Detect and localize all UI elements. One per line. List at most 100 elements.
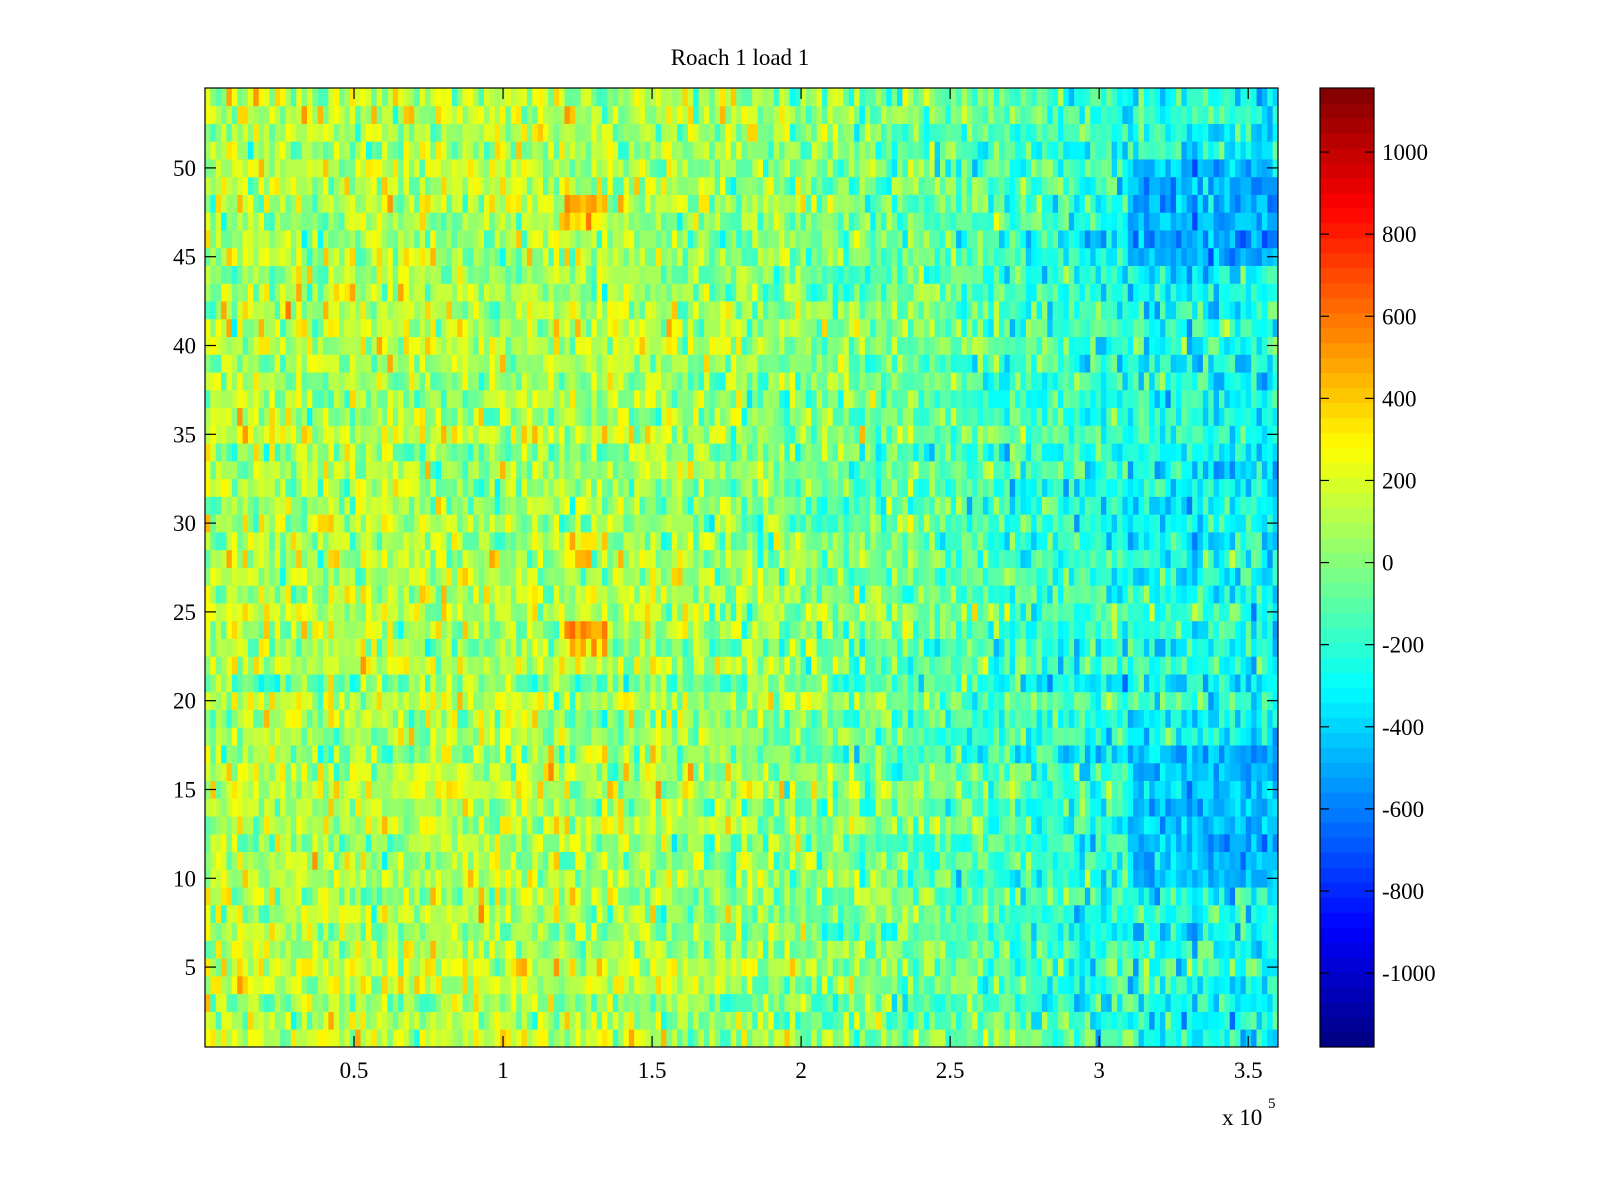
heatmap-cell bbox=[789, 709, 796, 728]
heatmap-cell bbox=[1181, 958, 1188, 977]
heatmap-cell bbox=[1133, 709, 1139, 728]
heatmap-cell bbox=[843, 691, 850, 710]
heatmap-cell bbox=[237, 603, 243, 622]
heatmap-cell bbox=[714, 904, 721, 924]
heatmap-cell bbox=[494, 798, 501, 817]
heatmap-cell bbox=[993, 798, 1000, 817]
heatmap-cell bbox=[478, 940, 485, 959]
heatmap-cell bbox=[215, 869, 222, 888]
heatmap-cell bbox=[848, 851, 855, 870]
heatmap-cell bbox=[961, 638, 968, 657]
heatmap-cell bbox=[1138, 727, 1145, 746]
heatmap-cell bbox=[301, 940, 308, 959]
heatmap-cell bbox=[1047, 691, 1054, 710]
heatmap-cell bbox=[816, 762, 823, 782]
heatmap-cell bbox=[317, 993, 324, 1012]
heatmap-cell bbox=[591, 904, 598, 924]
heatmap-cell bbox=[403, 869, 410, 888]
heatmap-cell bbox=[532, 975, 539, 995]
heatmap-cell bbox=[693, 709, 699, 728]
heatmap-cell bbox=[424, 798, 431, 817]
heatmap-cell bbox=[1015, 762, 1021, 782]
heatmap-cell bbox=[714, 993, 721, 1012]
heatmap-cell bbox=[548, 638, 555, 657]
heatmap-cell bbox=[446, 975, 453, 995]
heatmap-cell bbox=[1159, 674, 1166, 693]
heatmap-cell bbox=[483, 638, 490, 657]
heatmap-cell bbox=[1208, 638, 1215, 657]
heatmap-cell bbox=[1218, 940, 1225, 959]
heatmap-cell bbox=[805, 922, 812, 941]
heatmap-cell bbox=[1031, 603, 1037, 622]
heatmap-cell bbox=[210, 709, 217, 728]
heatmap-cell bbox=[355, 975, 361, 995]
heatmap-cell bbox=[457, 656, 463, 675]
heatmap-cell bbox=[993, 780, 1000, 799]
heatmap-cell bbox=[328, 620, 335, 639]
heatmap-cell bbox=[441, 816, 447, 835]
heatmap-cell bbox=[500, 869, 506, 888]
heatmap-cell bbox=[671, 993, 678, 1012]
heatmap-cell bbox=[709, 709, 716, 728]
heatmap-cell bbox=[231, 727, 238, 746]
heatmap-cell bbox=[1127, 851, 1134, 870]
heatmap-cell bbox=[1143, 851, 1150, 870]
heatmap-cell bbox=[221, 940, 227, 959]
heatmap-cell bbox=[494, 851, 501, 870]
heatmap-cell bbox=[703, 869, 710, 888]
heatmap-cell bbox=[349, 816, 356, 835]
heatmap-cell bbox=[827, 691, 834, 710]
heatmap-cell bbox=[494, 603, 501, 622]
heatmap-cell bbox=[677, 727, 683, 746]
heatmap-cell bbox=[1063, 904, 1070, 924]
heatmap-cell bbox=[682, 1029, 689, 1048]
heatmap-cell bbox=[746, 816, 753, 835]
heatmap-cell bbox=[1015, 674, 1021, 693]
heatmap-cell bbox=[510, 762, 517, 782]
heatmap-cell bbox=[323, 958, 329, 977]
heatmap-cell bbox=[290, 691, 297, 710]
heatmap-cell bbox=[591, 709, 598, 728]
heatmap-cell bbox=[720, 816, 726, 835]
heatmap-cell bbox=[1122, 833, 1129, 853]
heatmap-cell bbox=[859, 638, 866, 657]
heatmap-cell bbox=[280, 816, 286, 835]
heatmap-cell bbox=[564, 816, 571, 835]
heatmap-cell bbox=[945, 762, 952, 782]
heatmap-cell bbox=[403, 958, 410, 977]
heatmap-cell bbox=[1261, 940, 1268, 959]
heatmap-cell bbox=[811, 762, 818, 782]
heatmap-cell bbox=[585, 745, 592, 764]
heatmap-cell bbox=[371, 620, 378, 639]
heatmap-cell bbox=[655, 904, 662, 924]
heatmap-cell bbox=[666, 975, 673, 995]
heatmap-cell bbox=[1020, 603, 1027, 622]
heatmap-cell bbox=[457, 691, 463, 710]
heatmap-cell bbox=[1235, 816, 1241, 835]
heatmap-cell bbox=[1245, 798, 1252, 817]
heatmap-cell bbox=[709, 922, 716, 941]
heatmap-cell bbox=[1079, 1011, 1086, 1030]
heatmap-cell bbox=[703, 780, 710, 799]
heatmap-cell bbox=[462, 638, 469, 657]
heatmap-cell bbox=[607, 958, 614, 977]
heatmap-cell bbox=[580, 958, 587, 977]
heatmap-cell bbox=[682, 833, 689, 853]
heatmap-cell bbox=[457, 887, 463, 906]
heatmap-cell bbox=[773, 833, 780, 853]
heatmap-cell bbox=[1111, 745, 1118, 764]
heatmap-cell bbox=[864, 1029, 871, 1048]
heatmap-cell bbox=[441, 869, 447, 888]
heatmap-cell bbox=[880, 869, 887, 888]
heatmap-cell bbox=[1213, 620, 1220, 639]
heatmap-cell bbox=[1133, 816, 1139, 835]
heatmap-cell bbox=[972, 709, 978, 728]
heatmap-cell bbox=[897, 887, 903, 906]
heatmap-cell bbox=[1229, 709, 1236, 728]
heatmap-cell bbox=[1154, 887, 1161, 906]
heatmap-cell bbox=[1165, 975, 1172, 995]
heatmap-cell bbox=[634, 958, 640, 977]
heatmap-cell bbox=[1272, 1011, 1279, 1030]
heatmap-cell bbox=[1143, 958, 1150, 977]
heatmap-cell bbox=[317, 691, 324, 710]
